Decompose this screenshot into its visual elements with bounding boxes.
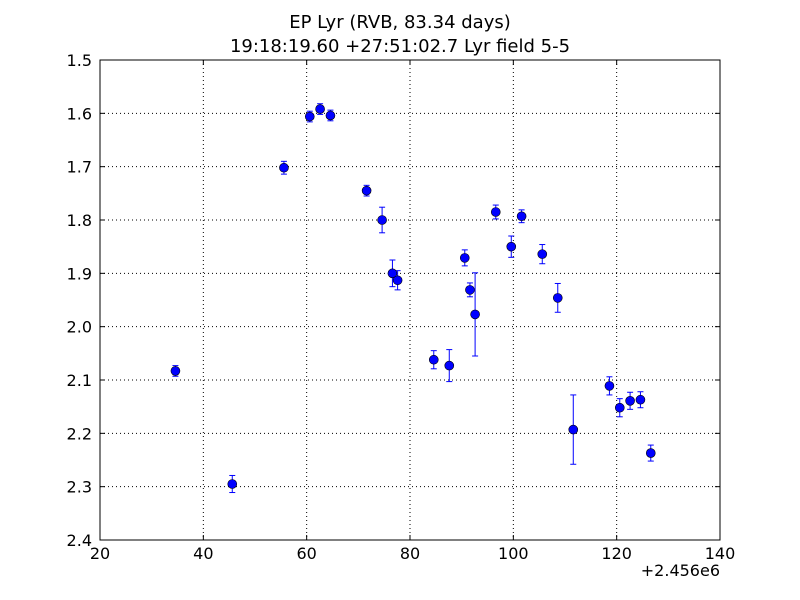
y-tick-label: 1.5 (67, 51, 92, 70)
x-tick-label: 100 (498, 544, 529, 563)
data-point (625, 395, 635, 406)
data-point (387, 268, 398, 279)
data-point (444, 360, 455, 371)
data-point (604, 381, 615, 391)
x-axis-offset-label: +2.456e6 (641, 561, 720, 580)
data-point (614, 402, 625, 413)
data-point (459, 253, 470, 263)
x-tick-label: 60 (296, 544, 316, 563)
y-tick-label: 2.1 (67, 371, 92, 390)
data-points (170, 104, 656, 489)
x-tick-label: 80 (400, 544, 420, 563)
data-point (506, 241, 517, 252)
data-point (279, 162, 289, 173)
data-point (325, 110, 336, 121)
data-point (635, 394, 646, 405)
data-point (537, 249, 548, 259)
chart-subtitle: 19:18:19.60 +27:51:02.7 Lyr field 5-5 (229, 36, 571, 57)
x-tick-label: 40 (193, 544, 213, 563)
y-tick-label: 1.9 (67, 264, 92, 283)
x-tick-label: 120 (601, 544, 632, 563)
data-point (428, 354, 439, 365)
y-tick-label: 2.0 (67, 318, 92, 337)
y-tick-label: 2.3 (67, 478, 92, 497)
data-point (470, 309, 480, 320)
y-tick-label: 1.8 (67, 211, 92, 230)
data-point (361, 185, 372, 196)
y-tick-label: 1.6 (67, 104, 92, 123)
data-point (227, 479, 238, 489)
x-tick-label: 140 (705, 544, 736, 563)
data-point (315, 104, 325, 114)
data-point (516, 211, 527, 222)
data-point (377, 215, 387, 225)
data-point (170, 366, 181, 376)
grid-lines (100, 60, 720, 540)
data-point (645, 448, 656, 458)
data-point (552, 293, 563, 303)
y-axis-ticks: 1.5 1.6 1.7 1.8 1.9 2.0 2.1 2.2 2.3 2.4 (67, 51, 720, 550)
data-point (490, 207, 501, 217)
y-tick-label: 2.4 (67, 531, 92, 550)
y-tick-label: 2.2 (67, 424, 92, 443)
data-point (568, 424, 579, 435)
y-tick-label: 1.7 (67, 158, 92, 177)
chart-title: EP Lyr (RVB, 83.34 days) (289, 12, 511, 33)
x-axis-ticks: 20 40 60 80 100 120 140 (90, 60, 735, 563)
data-point (465, 285, 475, 295)
error-bars (172, 103, 654, 494)
data-point (392, 275, 403, 286)
data-point (304, 111, 315, 122)
x-tick-label: 20 (90, 544, 110, 563)
